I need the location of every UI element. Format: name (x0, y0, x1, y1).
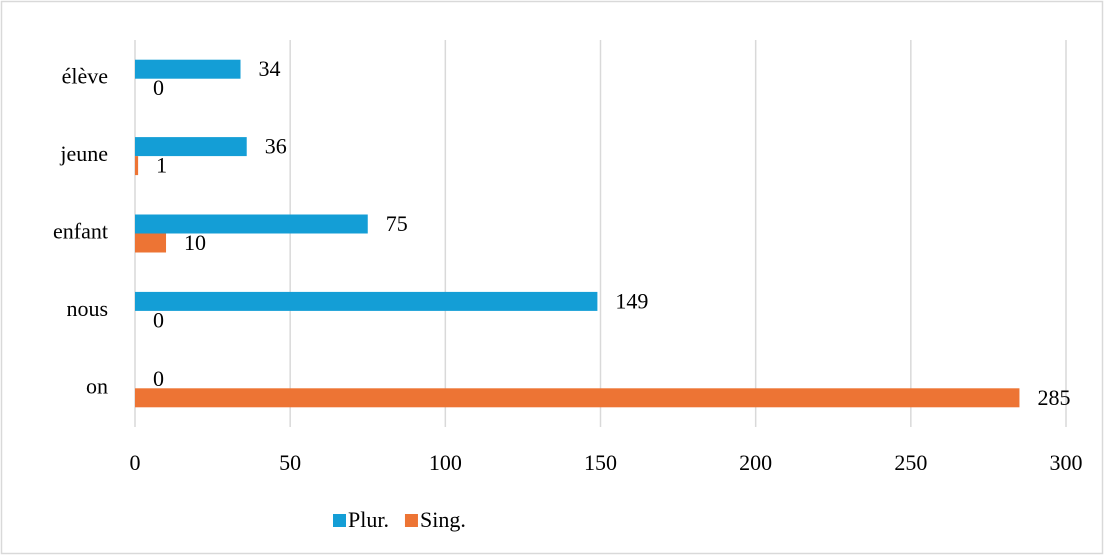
x-tick-label: 150 (584, 450, 617, 475)
legend-swatch (333, 514, 346, 527)
bar (135, 291, 598, 311)
data-label: 285 (1037, 385, 1070, 410)
x-tick-label: 100 (429, 450, 462, 475)
y-tick-label: nous (66, 296, 108, 321)
bar (135, 388, 1020, 408)
x-tick-label: 300 (1050, 450, 1083, 475)
bar (135, 137, 247, 157)
data-label: 34 (259, 56, 281, 81)
data-label: 0 (153, 75, 164, 100)
x-tick-label: 250 (894, 450, 927, 475)
y-tick-label: on (86, 373, 108, 398)
y-tick-label: élève (62, 64, 108, 89)
data-label: 1 (156, 153, 167, 178)
x-tick-label: 200 (739, 450, 772, 475)
bar (135, 59, 241, 79)
bar (135, 156, 139, 176)
y-tick-label: jeune (59, 141, 108, 166)
bar (135, 233, 167, 253)
data-label: 149 (615, 288, 648, 313)
data-label: 0 (153, 366, 164, 391)
legend-swatch (404, 514, 418, 527)
data-label: 0 (153, 307, 164, 332)
legend-label: Sing. (420, 507, 466, 532)
x-tick-label: 0 (130, 450, 141, 475)
y-tick-label: enfant (53, 219, 108, 244)
x-tick-label: 50 (279, 450, 301, 475)
bar (135, 214, 368, 234)
legend-label: Plur. (348, 507, 389, 532)
data-label: 36 (265, 134, 287, 159)
data-label: 10 (184, 230, 206, 255)
data-label: 75 (386, 211, 408, 236)
